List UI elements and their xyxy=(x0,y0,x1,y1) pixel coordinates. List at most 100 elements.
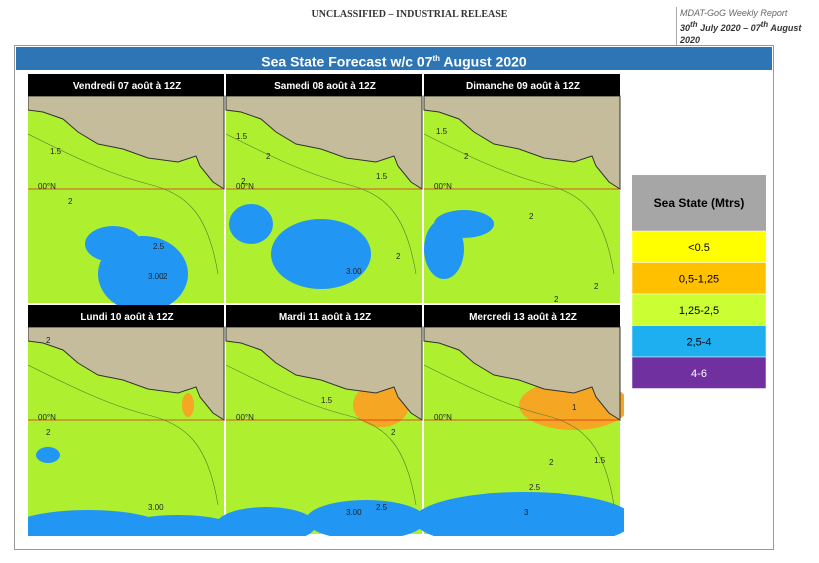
low-sea xyxy=(353,383,409,427)
land xyxy=(28,326,225,421)
legend-item: <0.5 xyxy=(688,242,710,254)
report-dates: 30th July 2020 – 07th August 2020 xyxy=(680,20,802,45)
legend-swatch xyxy=(632,262,767,295)
frame xyxy=(14,45,774,550)
title-bar: Sea State Forecast w/c 07th August 2020 xyxy=(16,47,772,70)
contour-label: 3.00 xyxy=(148,272,164,281)
land xyxy=(225,95,423,190)
map-panel: Vendredi 07 août à 12Z 1.5 2 00°N 2 2.5 3.00 xyxy=(28,74,225,312)
contour-label: 00°N xyxy=(236,182,254,191)
panel-title-bar xyxy=(226,305,422,327)
map-panel: Mardi 11 août à 12Z 1.5 00°N 2 2.5 3.00 xyxy=(216,305,426,536)
contour-label: 00°N xyxy=(38,413,56,422)
legend-swatch xyxy=(632,325,767,358)
text-part: th xyxy=(690,20,698,29)
legend-swatch xyxy=(632,356,767,389)
contour-label: 2 xyxy=(241,177,246,186)
contour-label: 1.5 xyxy=(50,147,62,156)
contour-label: 1 xyxy=(572,403,577,412)
low-sea xyxy=(182,393,194,417)
panel-title: Samedi 08 août à 12Z xyxy=(274,81,376,92)
land xyxy=(423,326,621,421)
legend: Sea State (Mtrs) <0.5 0,5-1,25 1,25-2,5 2,5-… xyxy=(632,175,767,389)
contour-label: 2 xyxy=(266,152,271,161)
contour xyxy=(28,364,219,506)
contour-label: 00°N xyxy=(236,413,254,422)
contour-label: 2 xyxy=(46,428,51,437)
contour xyxy=(28,133,219,275)
contour-label: 2 xyxy=(554,295,559,304)
panel-title-bar xyxy=(424,305,620,327)
text-part: August 2020 xyxy=(680,23,802,45)
map-panel: Lundi 10 août à 12Z 2 00°N 2 3.00 xyxy=(28,305,238,536)
contour-label: 2.5 xyxy=(529,483,541,492)
report-name: MDAT-GoG Weekly Report xyxy=(680,8,788,18)
legend-header xyxy=(632,175,766,231)
contour-label: 2.5 xyxy=(153,242,165,251)
land xyxy=(225,326,423,421)
contour-label: 2 xyxy=(396,252,401,261)
contour-label: 1.5 xyxy=(376,172,388,181)
legend-item: 4-6 xyxy=(691,368,707,380)
contour-label: 00°N xyxy=(434,413,452,422)
maps: Vendredi 07 août à 12Z1.5200°N22.53.00Sa… xyxy=(28,74,624,536)
contour-label: 3.00 xyxy=(346,267,362,276)
panel-title-bar xyxy=(28,305,224,327)
contour-label: 2 xyxy=(529,212,534,221)
panel-title: Lundi 10 août à 12Z xyxy=(80,312,173,323)
report-info: MDAT-GoG Weekly Report 30th July 2020 – 0… xyxy=(676,7,819,46)
land xyxy=(28,95,225,190)
legend-swatch xyxy=(632,293,767,326)
contour xyxy=(225,133,417,275)
land xyxy=(423,95,621,190)
high-sea xyxy=(229,204,273,244)
text-part: 30 xyxy=(680,23,691,33)
legend-title: Sea State (Mtrs) xyxy=(654,196,745,210)
contour xyxy=(423,364,615,506)
legend-item: 0,5-1,25 xyxy=(679,274,719,286)
contour-label: 2 xyxy=(46,336,51,345)
panel-title: Dimanche 09 août à 12Z xyxy=(466,81,580,92)
contour-label: 2 xyxy=(464,152,469,161)
contour-label: 2 xyxy=(68,197,73,206)
contour-label: 1.5 xyxy=(594,456,606,465)
map-panel: Dimanche 09 août à 12Z 1.5 2 00°N 2 2 2 xyxy=(423,74,621,304)
text-part: th xyxy=(432,54,441,63)
text-part: th xyxy=(760,20,769,29)
contour-label: 2 xyxy=(391,428,396,437)
panel-title: Vendredi 07 août à 12Z xyxy=(73,81,181,92)
high-sea xyxy=(216,507,316,536)
contour-label: 00°N xyxy=(38,182,56,191)
high-sea xyxy=(118,515,238,536)
contour-label: 2.5 xyxy=(376,503,388,512)
contour-label: 2 xyxy=(163,272,168,281)
legend-item: 2,5-4 xyxy=(686,337,711,349)
text-part: August 2020 xyxy=(440,53,527,70)
map-panel: Mercredi 13 août à 12Z 1 00°N 2 1.5 2.5 3 xyxy=(414,305,624,536)
contour-label: 3.00 xyxy=(148,503,164,512)
contour-label: 1.5 xyxy=(436,127,448,136)
contour-label: 2 xyxy=(549,458,554,467)
contour-label: 1.5 xyxy=(236,132,248,141)
panel-title-bar xyxy=(28,74,224,96)
contour-label: 3.00 xyxy=(346,508,362,517)
classification: UNCLASSIFIED – INDUSTRIAL RELEASE xyxy=(311,9,508,20)
panel-title-bar xyxy=(424,74,620,96)
high-sea xyxy=(306,500,426,536)
contour xyxy=(225,364,417,506)
contour xyxy=(423,133,615,275)
high-sea xyxy=(36,447,60,463)
panel-title: Mercredi 13 août à 12Z xyxy=(469,312,577,323)
panel-title-bar xyxy=(226,74,422,96)
high-sea xyxy=(424,219,464,279)
high-sea xyxy=(98,236,188,312)
text-part: Sea State Forecast w/c 07 xyxy=(261,53,433,70)
contour-label: 2 xyxy=(594,282,599,291)
legend-item: 1,25-2,5 xyxy=(679,305,719,317)
text-part: July 2020 – 07 xyxy=(697,23,761,33)
high-sea xyxy=(414,492,624,536)
contour-label: 00°N xyxy=(434,182,452,191)
contour-label: 3 xyxy=(524,508,529,517)
